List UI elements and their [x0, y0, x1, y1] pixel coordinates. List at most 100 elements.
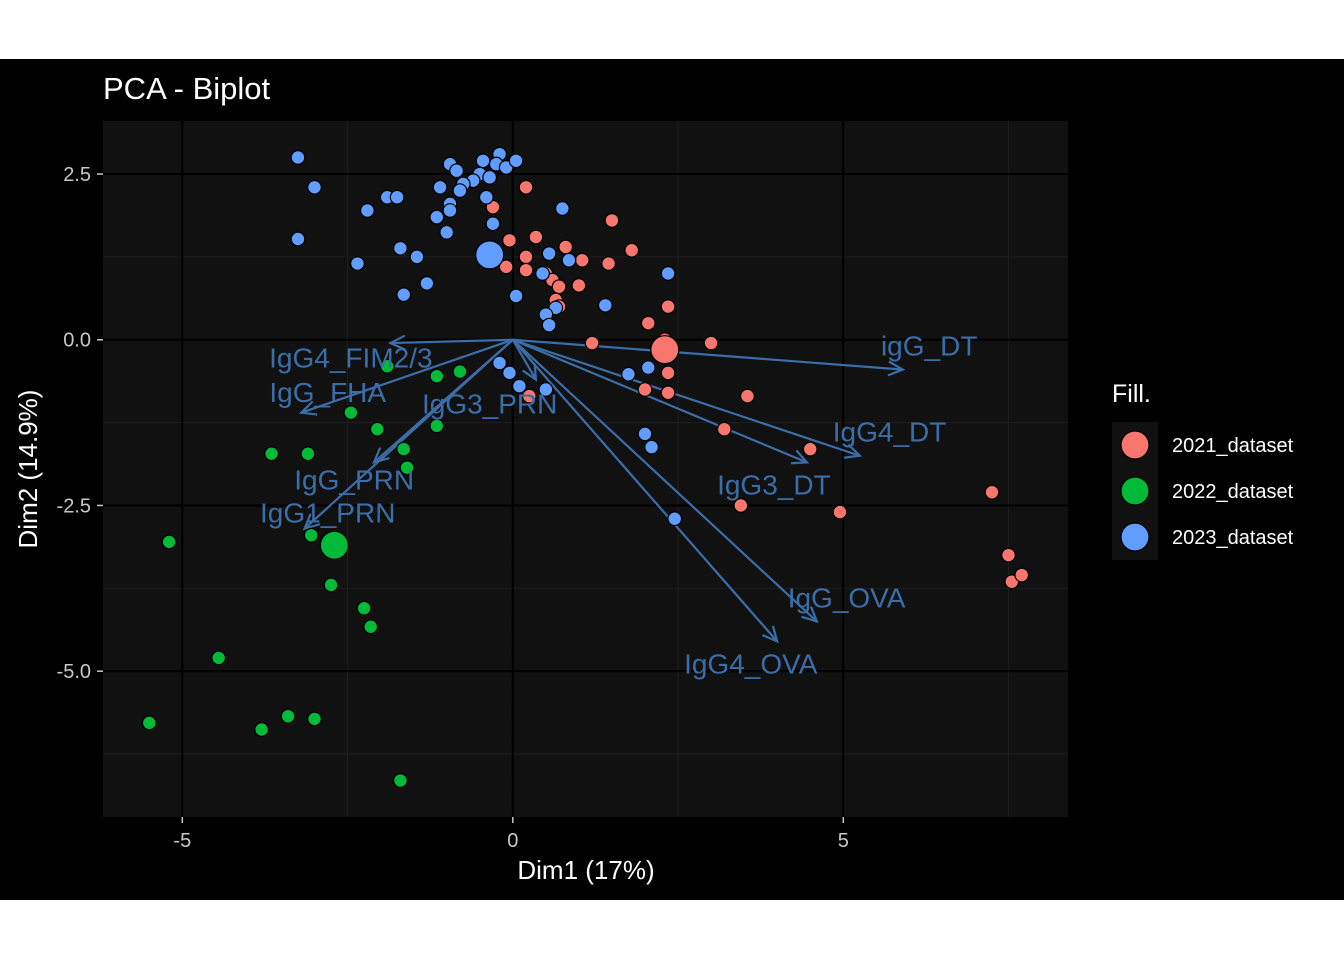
y-tick-label: 2.5: [63, 164, 91, 186]
data-point: [521, 388, 537, 404]
data-point: [303, 527, 319, 543]
data-point: [379, 358, 395, 374]
arrow-head: [387, 334, 406, 351]
data-point: [442, 203, 458, 218]
data-point: [508, 288, 524, 304]
data-point: [307, 179, 322, 195]
x-axis-title: Dim1 (17%): [517, 855, 654, 885]
data-point: [211, 650, 227, 666]
data-point: [1001, 547, 1016, 563]
data-point: [574, 252, 590, 268]
group-centroid: [475, 240, 505, 270]
plot-frame: igG_DT IgG4_DT IgG3_DT IgG_OVA IgG4_OVA IgG4_…: [0, 59, 1344, 900]
data-point: [323, 577, 339, 593]
variable-label: IgG3_DT: [717, 470, 831, 501]
data-point: [621, 366, 636, 382]
data-point: [716, 421, 732, 437]
variable-arrow-igg-dt: [512, 338, 903, 371]
data-point: [571, 277, 587, 293]
data-point: [551, 279, 567, 295]
data-point: [528, 229, 544, 245]
data-point: [667, 511, 683, 527]
data-point: [740, 388, 755, 404]
data-point: [307, 711, 322, 727]
data-point: [637, 426, 653, 442]
data-point: [363, 619, 379, 635]
data-point: [485, 216, 501, 232]
data-point: [660, 299, 676, 315]
data-point: [597, 297, 613, 313]
chart-title: PCA - Biplot: [103, 71, 271, 106]
data-point: [660, 365, 676, 381]
data-point: [429, 368, 445, 384]
variable-arrow-igg1-prn: [303, 338, 514, 530]
x-tick-label: 0: [507, 830, 518, 852]
data-point: [624, 242, 640, 258]
data-point: [984, 484, 1000, 500]
variable-arrow-igg4-dt: [512, 338, 861, 457]
data-point: [518, 249, 534, 265]
data-point: [389, 189, 405, 205]
data-point: [640, 315, 656, 331]
data-point: [558, 239, 574, 255]
variable-label: IgG_PRN: [294, 464, 414, 495]
data-point: [409, 249, 425, 265]
variable-label: IgG4_DT: [833, 417, 947, 448]
variable-arrow-igg4-fim2-3: [390, 338, 513, 345]
data-point: [452, 183, 468, 199]
x-tick-label: -5: [173, 830, 191, 852]
arrow-head: [522, 363, 538, 382]
data-point: [637, 382, 653, 397]
variable-arrow-igg3-dt: [512, 338, 808, 464]
data-point: [429, 418, 445, 434]
variable-arrow-igg4-ova: [511, 339, 779, 643]
variable-arrow-igg-fha: [300, 338, 514, 414]
data-point: [518, 262, 534, 278]
data-point: [601, 256, 617, 271]
arrow-head: [298, 400, 318, 416]
legend-title: Fill.: [1112, 380, 1151, 408]
data-point: [280, 708, 296, 724]
variable-arrow-igg-ova: [512, 338, 818, 623]
arrow-head: [762, 625, 779, 644]
data-point: [452, 364, 468, 379]
variable-label: IgG_FHA: [269, 377, 386, 408]
data-point: [584, 335, 600, 351]
data-point: [832, 504, 848, 520]
data-point: [502, 365, 517, 381]
data-point: [356, 600, 372, 616]
arrow-head: [790, 449, 810, 465]
data-point: [350, 256, 365, 271]
data-point: [478, 189, 494, 205]
data-point: [502, 232, 517, 248]
legend-key: [1120, 522, 1150, 552]
data-point: [492, 355, 507, 371]
legend-key: [1120, 430, 1150, 460]
data-point: [264, 446, 279, 462]
group-centroid: [650, 335, 680, 365]
data-point: [343, 405, 359, 421]
data-point: [541, 317, 557, 333]
y-axis-title: Dim2 (14.9%): [13, 390, 43, 549]
arrow-head: [887, 360, 906, 377]
data-point: [640, 360, 656, 375]
plot-panel: [103, 121, 1068, 817]
data-point: [449, 163, 465, 179]
data-point: [535, 266, 550, 281]
data-point: [644, 439, 659, 455]
arrow-head: [801, 606, 819, 624]
data-point: [498, 259, 514, 275]
data-point: [512, 378, 527, 394]
data-point: [396, 287, 412, 303]
variable-label: IgG1_PRN: [260, 497, 395, 528]
data-point: [399, 460, 415, 476]
data-point: [660, 266, 676, 281]
y-tick-label: -5.0: [57, 661, 91, 683]
data-point: [703, 335, 719, 351]
y-tick-label: 0.0: [63, 330, 91, 352]
data-point: [290, 231, 306, 247]
arrow-head: [302, 513, 321, 531]
data-point: [300, 446, 316, 462]
data-point: [396, 441, 412, 457]
data-point: [660, 385, 676, 401]
